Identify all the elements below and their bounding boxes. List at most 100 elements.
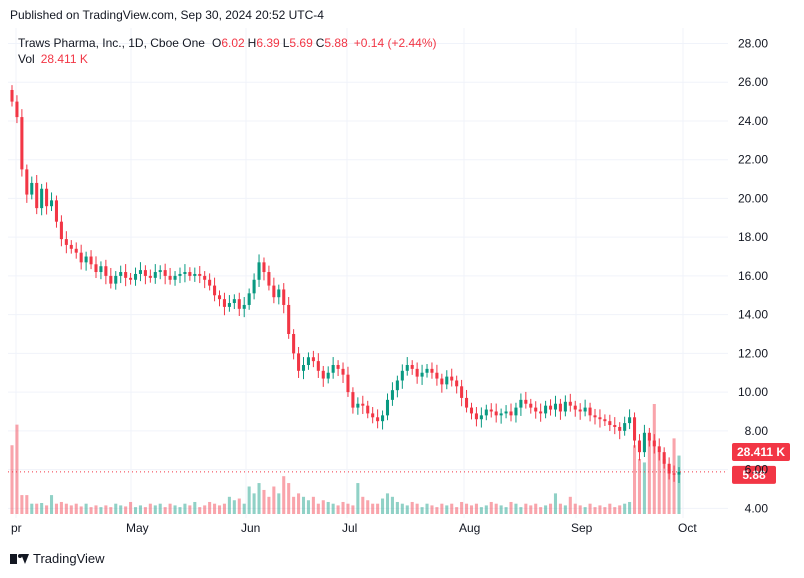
candle-body: [435, 372, 439, 379]
candle-body: [529, 403, 533, 408]
candle-body: [593, 415, 597, 418]
volume-bar: [15, 424, 19, 514]
volume-bar: [129, 501, 133, 514]
candle-body: [237, 299, 241, 309]
published-caption: Published on TradingView.com, Sep 30, 20…: [10, 8, 324, 22]
symbol-title: Traws Pharma, Inc., 1D, Cboe One: [18, 36, 205, 50]
candle-body: [484, 409, 488, 416]
volume-bar: [529, 505, 533, 514]
volume-bar: [445, 505, 449, 514]
volume-bar: [479, 507, 483, 514]
chart-frame[interactable]: 28.411 K 5.88 4.00 6.00 8.00 10.00 12.00 14.00…: [8, 28, 796, 538]
volume-bar: [109, 507, 113, 514]
volume-bar: [213, 503, 217, 514]
candle-body: [637, 440, 642, 453]
volume-bar: [410, 501, 414, 514]
volume-bar: [336, 505, 340, 514]
volume-bar: [232, 500, 236, 514]
time-tick-label: Sep: [571, 521, 593, 535]
candle-body: [445, 376, 449, 385]
last-volume-tag: [732, 443, 790, 461]
volume-bar: [331, 503, 335, 514]
candle-body: [153, 272, 157, 278]
volume-bar: [351, 505, 355, 514]
price-tick-label: 14.00: [738, 308, 768, 322]
candle-body: [598, 417, 602, 420]
chart-legend: Traws Pharma, Inc., 1D, Cboe One O 6.02 H…: [18, 35, 437, 67]
volume-row: Vol 28.411 K: [18, 51, 437, 67]
candle-body: [178, 273, 182, 276]
candle-body: [297, 353, 301, 371]
candle-body: [553, 403, 558, 410]
candle-body: [252, 279, 256, 294]
volume-bar: [642, 462, 646, 514]
candle-body: [336, 364, 340, 369]
candle-body: [99, 266, 103, 273]
close-value: 5.88: [324, 36, 348, 50]
volume-bar: [608, 503, 612, 514]
volume-bar: [30, 503, 34, 514]
candle-body: [54, 200, 58, 222]
volume-bar: [193, 501, 197, 514]
grid-lines: [8, 28, 728, 518]
volume-bar: [499, 505, 503, 514]
candle-body: [558, 403, 562, 412]
price-tick-label: 26.00: [738, 75, 768, 89]
volume-bar: [652, 404, 656, 514]
volume-bar: [321, 500, 325, 514]
price-axis[interactable]: 4.00 6.00 8.00 10.00 12.00 14.00 16.00 18.00 20.…: [738, 36, 768, 515]
candle-body: [455, 380, 459, 387]
volume-bar: [316, 503, 320, 514]
volume-bar: [558, 503, 562, 514]
volume-bar: [400, 503, 404, 514]
volume-bar: [509, 501, 513, 514]
price-tick-label: 24.00: [738, 114, 768, 128]
volume-bar: [395, 501, 399, 514]
volume-bar: [633, 445, 637, 514]
volume-bar: [247, 486, 251, 514]
candle-body: [628, 417, 632, 424]
volume-bar: [440, 503, 444, 514]
candle-body: [544, 405, 548, 414]
candle-body: [652, 440, 656, 447]
time-tick-label: pr: [11, 521, 22, 535]
candlestick-chart[interactable]: 28.411 K 5.88 4.00 6.00 8.00 10.00 12.00 14.00…: [8, 28, 796, 538]
candle-body: [188, 272, 192, 276]
candle-body: [346, 374, 350, 393]
candle-body: [89, 256, 93, 265]
candle-body: [371, 413, 375, 418]
volume-bar: [158, 503, 162, 514]
volume-bar: [326, 501, 330, 514]
candle-body: [129, 277, 133, 280]
volume-bar: [99, 507, 103, 514]
price-tick-label: 4.00: [745, 501, 769, 515]
volume-bar: [514, 503, 518, 514]
candle-body: [183, 272, 187, 274]
candle-body: [618, 426, 622, 431]
candle-body: [479, 415, 483, 420]
candle-body: [504, 411, 508, 414]
candle-body: [465, 397, 469, 408]
candle-body: [59, 221, 63, 240]
candle-body: [158, 270, 162, 273]
time-axis[interactable]: pr May Jun Jul Aug Sep Oct: [11, 521, 697, 535]
volume-bar: [133, 507, 138, 514]
volume-bar: [677, 455, 681, 514]
candle-body: [148, 275, 152, 278]
candle-body: [578, 409, 582, 412]
volume-bar: [178, 507, 182, 514]
candle-body: [267, 272, 271, 286]
volume-bar: [272, 486, 276, 514]
volume-bar: [306, 500, 310, 514]
volume-bar: [64, 503, 68, 514]
candle-body: [376, 417, 380, 422]
candle-body: [35, 182, 39, 209]
candle-body: [203, 275, 207, 280]
footer-brand[interactable]: TradingView: [10, 551, 105, 566]
volume-bar: [341, 501, 345, 514]
candle-body: [539, 411, 543, 414]
brand-name: TradingView: [33, 551, 105, 566]
candle-body: [109, 275, 113, 284]
candle-body: [469, 407, 474, 414]
volume-bar: [647, 438, 651, 514]
